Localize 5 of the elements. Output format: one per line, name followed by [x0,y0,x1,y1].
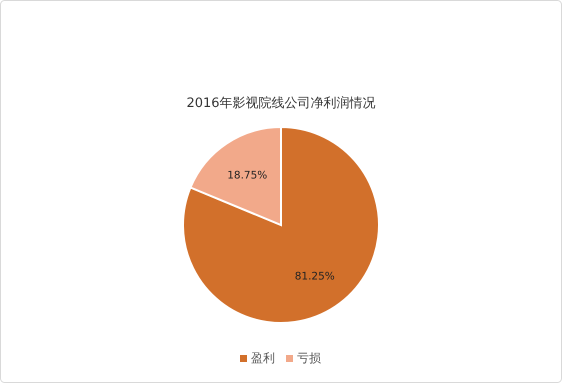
legend-label: 盈利 [251,351,275,365]
data-label: 81.25% [294,270,335,283]
chart-title: 2016年影视院线公司净利润情况 [186,96,376,111]
legend-label: 亏损 [297,351,321,365]
data-label: 18.75% [227,169,268,182]
